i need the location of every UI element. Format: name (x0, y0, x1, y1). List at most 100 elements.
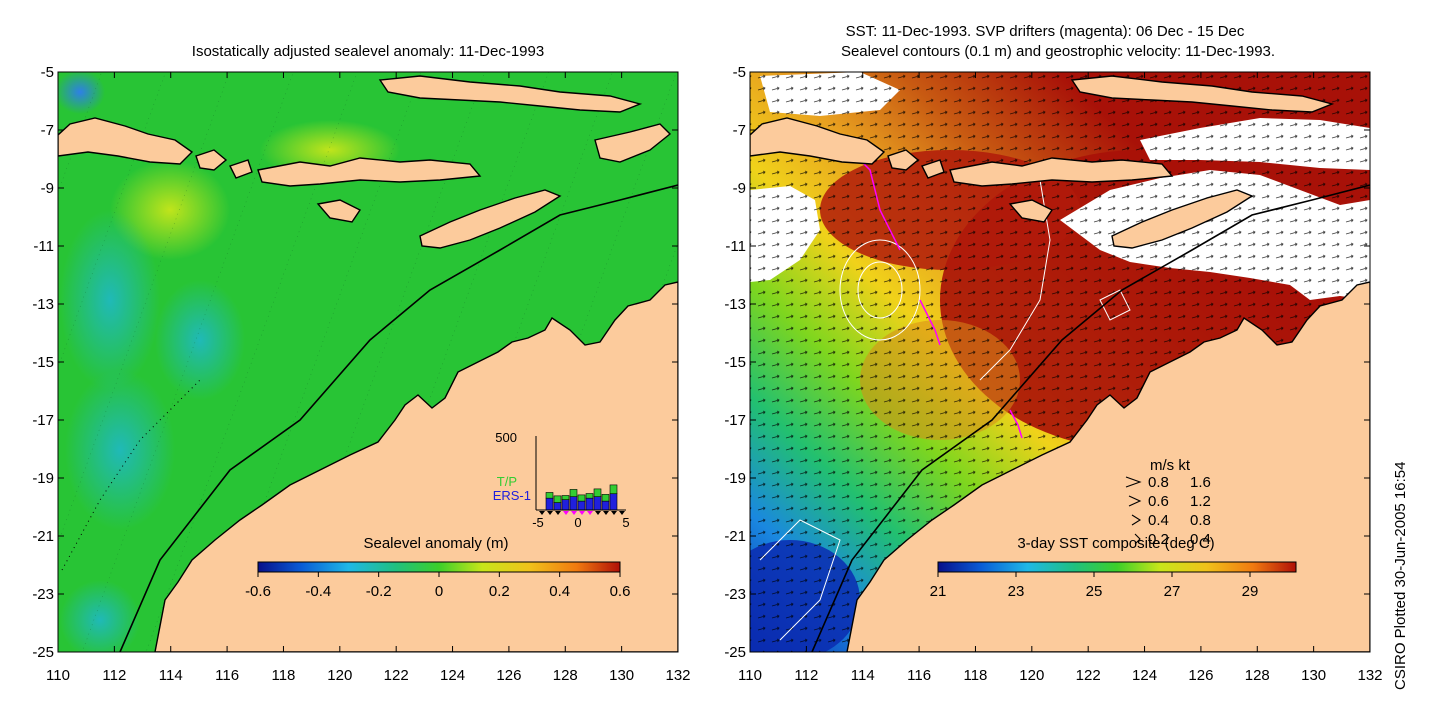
tp-count-bar (593, 488, 602, 497)
tp-count-bar (609, 484, 618, 495)
x-tick-label: 132 (665, 667, 690, 684)
ers-count-bar (545, 497, 554, 511)
velocity-key-arrow (1131, 514, 1142, 526)
day-marker (619, 511, 625, 515)
tp-count-bar (601, 494, 610, 502)
tp-count-bar (545, 492, 554, 499)
northern-islands (378, 75, 643, 113)
inset-histogram (539, 484, 625, 515)
y-tick-label: -5 (733, 64, 746, 81)
x-tick-label: 130 (609, 667, 634, 684)
timor-island (1111, 189, 1254, 249)
inset-y-max-label: 500 (495, 430, 517, 445)
inset-legend-tp: T/P (497, 474, 517, 489)
sla-y-axis: -5 -7 -9 -11 -13 -15 -17 -19 -21 -23 -25 (32, 64, 678, 661)
sst-y-axis: -5 -7 -9 -11 -13 -15 -17 -19 -21 -23 -25 (724, 64, 1370, 661)
x-tick-label: 132 (1357, 667, 1382, 684)
y-tick-label: -23 (32, 586, 54, 603)
velocity-key-kt: 0.4 (1190, 531, 1211, 548)
shelf-contour (119, 184, 678, 652)
velocity-key-arrow (1134, 533, 1141, 545)
sealevel-contour (979, 179, 1051, 381)
sealevel-contour (759, 519, 841, 641)
velocity-key-kt: 0.8 (1190, 512, 1211, 529)
inset-x-tick-label: -5 (532, 515, 544, 530)
y-tick-label: -13 (32, 296, 54, 313)
bali-lombok-islands (887, 149, 945, 179)
velocity-key-arrow (1125, 476, 1142, 488)
sealevel-contour (857, 261, 903, 319)
colorbar-tick-label: 0.4 (549, 583, 570, 600)
day-marker (547, 511, 553, 515)
y-tick-label: -5 (41, 64, 54, 81)
colorbar-tick-label: 0.6 (610, 583, 631, 600)
sealevel-contour (1099, 289, 1131, 321)
x-tick-label: 124 (440, 667, 465, 684)
colorbar-tick-label: 29 (1242, 583, 1259, 600)
sst-panel-title-line2: Sealevel contours (0.1 m) and geostrophi… (841, 43, 1275, 60)
sst-map (750, 72, 1370, 652)
y-tick-label: -15 (32, 354, 54, 371)
y-tick-label: -17 (724, 412, 746, 429)
shelf-contour (811, 184, 1370, 652)
day-marker (587, 511, 593, 515)
inset-x-ticks: -5 0 5 (532, 515, 629, 530)
sst-panel-title-line1: SST: 11-Dec-1993. SVP drifters (magenta)… (846, 23, 1245, 40)
y-tick-label: -15 (724, 354, 746, 371)
ers-count-bar (609, 493, 618, 511)
tp-count-bar (569, 489, 578, 497)
sumba-island (1008, 199, 1054, 223)
y-tick-label: -9 (733, 180, 746, 197)
eastern-islands (594, 123, 672, 163)
sealevel-contours (759, 179, 1131, 641)
y-tick-label: -19 (724, 470, 746, 487)
credit-label: CSIRO Plotted 30-Jun-2005 16:54 (1392, 461, 1409, 690)
sumbawa-flores-islands (949, 157, 1174, 187)
sst-colorbar-ramp (937, 561, 1297, 573)
inset-x-tick-label: 5 (622, 515, 629, 530)
x-tick-label: 116 (907, 667, 931, 684)
colorbar-tick-label: 27 (1164, 583, 1181, 600)
y-tick-label: -7 (733, 122, 746, 139)
colorbar-tick-label: -0.2 (366, 583, 392, 600)
x-tick-label: 126 (1188, 667, 1213, 684)
ers-count-bar (553, 502, 562, 511)
x-tick-label: 120 (1019, 667, 1044, 684)
ers-count-bar (561, 499, 570, 511)
java-island (750, 117, 886, 165)
northern-islands (1070, 75, 1335, 113)
ers-count-bar (577, 500, 586, 511)
sst-colorbar-label: 3-day SST composite (deg C) (1017, 535, 1214, 552)
velocity-key-ms: 0.2 (1148, 531, 1169, 548)
tp-count-bar (561, 495, 570, 500)
sla-x-axis: 110 112 114 116 118 120 122 124 126 128 130 132 (46, 72, 691, 684)
sla-colorbar-ticks: -0.6 -0.4 -0.2 0 0.2 0.4 0.6 (245, 572, 630, 600)
sealevel-contour (839, 239, 921, 341)
day-marker (539, 511, 545, 515)
bali-lombok-islands (195, 149, 253, 179)
svp-drifter-track (1009, 409, 1023, 439)
velocity-key-kt: 1.6 (1190, 474, 1211, 491)
y-tick-label: -21 (32, 528, 54, 545)
x-tick-label: 128 (553, 667, 578, 684)
day-marker (611, 511, 617, 515)
y-tick-label: -25 (724, 644, 746, 661)
colorbar-tick-label: 23 (1008, 583, 1025, 600)
sst-panel: SST: 11-Dec-1993. SVP drifters (magenta)… (724, 23, 1383, 684)
velocity-key-arrow (1128, 495, 1142, 507)
x-tick-label: 110 (46, 667, 70, 684)
sst-x-axis: 110 112 114 116 118 120 122 124 126 128 130 132 (738, 72, 1383, 684)
timor-island (419, 189, 562, 249)
day-marker (563, 511, 569, 515)
y-tick-label: -17 (32, 412, 54, 429)
x-tick-label: 122 (1076, 667, 1101, 684)
x-tick-label: 118 (271, 667, 295, 684)
y-tick-label: -7 (41, 122, 54, 139)
sla-panel: Isostatically adjusted sealevel anomaly:… (32, 43, 690, 684)
y-tick-label: -11 (725, 238, 746, 255)
land (58, 75, 678, 652)
data-count-inset: 500 T/P ERS-1 -5 0 5 (493, 430, 630, 530)
x-tick-label: 122 (384, 667, 409, 684)
australia-land (154, 281, 678, 652)
svp-drifter-track (919, 299, 941, 346)
